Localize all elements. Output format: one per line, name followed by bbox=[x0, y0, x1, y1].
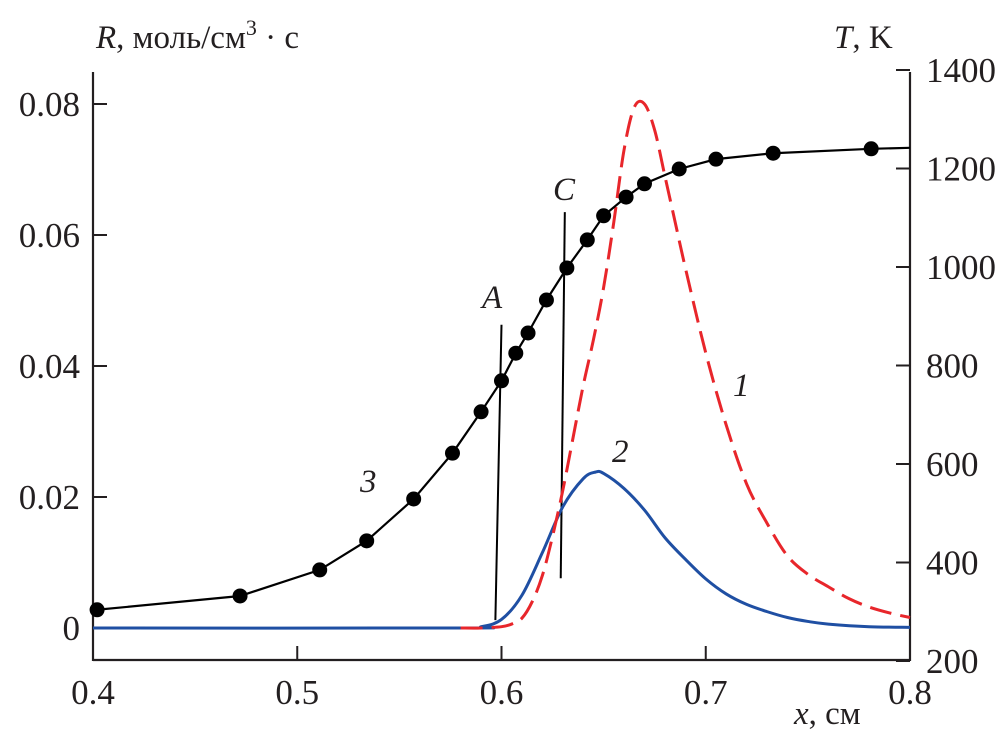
marks bbox=[89, 99, 911, 630]
y-left-tick-label: 0.02 bbox=[19, 478, 80, 517]
axes: 0.4 0.5 0.6 0.7 0.8 0 0.02 0.04 0.06 0.08 200 400 60… bbox=[19, 51, 996, 712]
series-3-point bbox=[636, 176, 652, 192]
labels: R, моль/см3 · с T, K x, см 1 2 3 A C bbox=[95, 15, 893, 732]
series-1-label: 1 bbox=[733, 368, 750, 404]
y-right-tick-label: 600 bbox=[926, 445, 979, 484]
series-3-label: 3 bbox=[359, 464, 377, 500]
y-right-tick-label: 1000 bbox=[926, 248, 996, 287]
series-3-point bbox=[312, 562, 328, 578]
series-3-point bbox=[538, 292, 554, 308]
series-3-point bbox=[508, 345, 524, 361]
x-tick-label: 0.8 bbox=[888, 673, 932, 712]
series-3-point bbox=[579, 232, 595, 248]
series-1-line bbox=[460, 99, 911, 630]
x-tick-label: 0.6 bbox=[480, 673, 524, 712]
y-right-tick-label: 800 bbox=[926, 347, 979, 386]
y-left-tick-label: 0.06 bbox=[19, 216, 80, 255]
y-left-tick-label: 0 bbox=[63, 609, 81, 648]
series-3-point bbox=[232, 588, 248, 604]
series-3-point bbox=[559, 260, 575, 276]
left-axis-label: R, моль/см3 · с bbox=[95, 15, 299, 56]
series-3-point bbox=[618, 189, 634, 205]
x-axis-label: x, см bbox=[793, 696, 861, 732]
y-right-tick-label: 1400 bbox=[926, 51, 996, 90]
series-3-point bbox=[596, 208, 612, 224]
marker-line-a bbox=[494, 324, 503, 621]
series-3-point bbox=[89, 602, 105, 618]
series-3-point bbox=[863, 141, 879, 157]
y-right-tick-label: 1200 bbox=[926, 150, 996, 189]
series-3-point bbox=[406, 491, 422, 507]
series-3-point bbox=[494, 373, 509, 389]
series-3-point bbox=[359, 533, 375, 549]
series-3-point bbox=[708, 151, 724, 167]
y-left-tick-label: 0.04 bbox=[19, 347, 80, 386]
series-3-point bbox=[671, 161, 687, 177]
marker-a-label: A bbox=[480, 280, 503, 316]
series-2-label: 2 bbox=[612, 434, 629, 470]
x-tick-label: 0.4 bbox=[71, 673, 115, 712]
marker-c-label: C bbox=[553, 172, 576, 208]
series-3-point bbox=[520, 325, 536, 341]
series-3-point bbox=[765, 145, 781, 161]
series-3-point bbox=[444, 445, 460, 461]
series-2-line bbox=[92, 469, 911, 630]
right-axis-label: T, K bbox=[834, 20, 893, 56]
y-right-tick-label: 400 bbox=[926, 544, 979, 583]
y-right-tick-label: 200 bbox=[926, 642, 979, 681]
x-tick-label: 0.7 bbox=[684, 673, 728, 712]
series-3-point bbox=[473, 404, 489, 420]
y-left-tick-label: 0.08 bbox=[19, 85, 80, 124]
x-tick-label: 0.5 bbox=[275, 673, 319, 712]
